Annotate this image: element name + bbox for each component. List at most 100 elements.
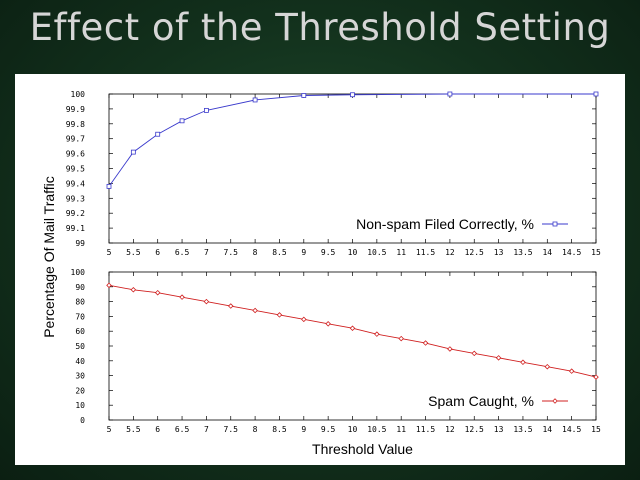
x-tick-label: 14 bbox=[542, 425, 552, 434]
x-tick-label: 12.5 bbox=[465, 425, 484, 434]
x-tick-label: 6 bbox=[155, 248, 160, 257]
legend-label-2: Spam Caught, % bbox=[428, 393, 534, 409]
x-tick-label: 10 bbox=[348, 248, 358, 257]
x-tick-label: 9.5 bbox=[321, 425, 336, 434]
y-tick-label: 99.5 bbox=[66, 165, 85, 174]
chart-panel: 99 99.1 99.2 99.3 99.4 99.5 99.6 99.7 99.8 99.9 10… bbox=[15, 74, 625, 465]
data-point bbox=[155, 131, 161, 137]
x-tick-label: 9.5 bbox=[321, 248, 336, 257]
data-point bbox=[106, 282, 112, 289]
x-tick-label: 13.5 bbox=[513, 425, 532, 434]
data-point bbox=[106, 183, 112, 189]
x-tick-label: 8.5 bbox=[272, 248, 287, 257]
x-tick-label: 15 bbox=[591, 248, 601, 257]
data-point bbox=[520, 359, 526, 366]
x-tick-label: 7 bbox=[204, 248, 209, 257]
data-point bbox=[301, 93, 307, 98]
x-tick-label: 11.5 bbox=[416, 425, 435, 434]
x-tick-label: 12.5 bbox=[465, 248, 484, 257]
data-point bbox=[471, 350, 478, 357]
y-tick-label: 90 bbox=[75, 283, 85, 292]
data-point bbox=[325, 321, 331, 327]
x-tick-label: 7 bbox=[204, 425, 209, 434]
data-point bbox=[203, 298, 210, 305]
data-point bbox=[252, 97, 258, 103]
x-tick-label: 12 bbox=[445, 248, 455, 257]
data-point bbox=[495, 355, 502, 361]
x-tick-label: 7.5 bbox=[224, 248, 239, 257]
x-tick-label: 14 bbox=[542, 248, 552, 257]
x-tick-label: 9 bbox=[301, 425, 306, 434]
y-tick-label: 50 bbox=[75, 342, 85, 351]
legend-label-1: Non-spam Filed Correctly, % bbox=[356, 216, 534, 232]
x-tick-label: 5 bbox=[107, 425, 112, 434]
x-tick-label: 5 bbox=[107, 248, 112, 257]
data-point bbox=[398, 335, 404, 342]
slide-title: Effect of the Threshold Setting bbox=[29, 6, 611, 49]
y-tick-label: 99.9 bbox=[66, 105, 85, 114]
x-axis-title: Threshold Value bbox=[312, 441, 413, 457]
y-tick-label: 60 bbox=[75, 327, 85, 336]
x-tick-label: 10 bbox=[348, 425, 358, 434]
threshold-chart: 9999.199.299.399.499.599.699.799.899.910… bbox=[41, 90, 601, 457]
x-tick-label: 11 bbox=[396, 425, 406, 434]
data-point bbox=[593, 91, 599, 97]
data-point bbox=[350, 92, 355, 98]
y-tick-label: 99.1 bbox=[66, 224, 85, 233]
data-point bbox=[544, 363, 551, 370]
y-tick-label: 100 bbox=[71, 268, 86, 277]
y-tick-label: 99 bbox=[75, 239, 85, 248]
x-tick-label: 8 bbox=[253, 248, 258, 257]
y-tick-label: 99.3 bbox=[66, 194, 85, 203]
data-point bbox=[447, 91, 453, 97]
data-point bbox=[568, 368, 575, 374]
data-point bbox=[179, 118, 185, 124]
y-axis-title: Percentage Of Mail Traffic bbox=[41, 176, 57, 338]
x-tick-label: 10.5 bbox=[367, 248, 386, 257]
y-tick-label: 80 bbox=[75, 298, 85, 307]
data-point bbox=[593, 374, 599, 380]
data-point bbox=[374, 331, 380, 337]
y-tick-label: 30 bbox=[75, 372, 85, 381]
y-tick-label: 100 bbox=[71, 90, 86, 99]
y-tick-label: 99.8 bbox=[66, 120, 85, 129]
data-point bbox=[276, 312, 283, 318]
x-tick-label: 11 bbox=[396, 248, 406, 257]
y-tick-label: 70 bbox=[75, 312, 85, 321]
data-point bbox=[130, 286, 137, 293]
data-point bbox=[349, 325, 356, 332]
x-tick-label: 15 bbox=[591, 425, 601, 434]
x-tick-label: 8 bbox=[253, 425, 258, 434]
x-tick-label: 6.5 bbox=[175, 248, 190, 257]
x-tick-label: 13 bbox=[494, 248, 504, 257]
y-tick-label: 40 bbox=[75, 357, 85, 366]
y-tick-label: 99.7 bbox=[66, 135, 85, 144]
data-point bbox=[227, 303, 234, 309]
data-point bbox=[301, 316, 307, 323]
data-point bbox=[154, 289, 161, 296]
data-point bbox=[252, 307, 258, 314]
y-tick-label: 20 bbox=[75, 386, 85, 395]
data-point bbox=[203, 107, 209, 113]
legend-marker bbox=[552, 398, 558, 404]
y-tick-label: 0 bbox=[80, 416, 85, 425]
x-tick-label: 5.5 bbox=[126, 425, 141, 434]
y-tick-label: 99.4 bbox=[66, 179, 85, 188]
data-point bbox=[179, 294, 185, 300]
x-tick-label: 12 bbox=[445, 425, 455, 434]
x-tick-label: 8.5 bbox=[272, 425, 287, 434]
x-tick-label: 5.5 bbox=[126, 248, 141, 257]
y-tick-label: 10 bbox=[75, 401, 85, 410]
series-line-1 bbox=[108, 93, 596, 187]
legend-marker bbox=[552, 221, 558, 227]
x-tick-label: 11.5 bbox=[416, 248, 435, 257]
y-tick-label: 99.2 bbox=[66, 209, 85, 218]
data-point bbox=[422, 340, 429, 346]
data-point bbox=[447, 346, 453, 352]
x-tick-label: 13.5 bbox=[513, 248, 532, 257]
x-tick-label: 10.5 bbox=[367, 425, 386, 434]
x-tick-label: 6.5 bbox=[175, 425, 190, 434]
x-tick-label: 14.5 bbox=[562, 425, 581, 434]
x-tick-label: 9 bbox=[301, 248, 306, 257]
x-tick-label: 14.5 bbox=[562, 248, 581, 257]
